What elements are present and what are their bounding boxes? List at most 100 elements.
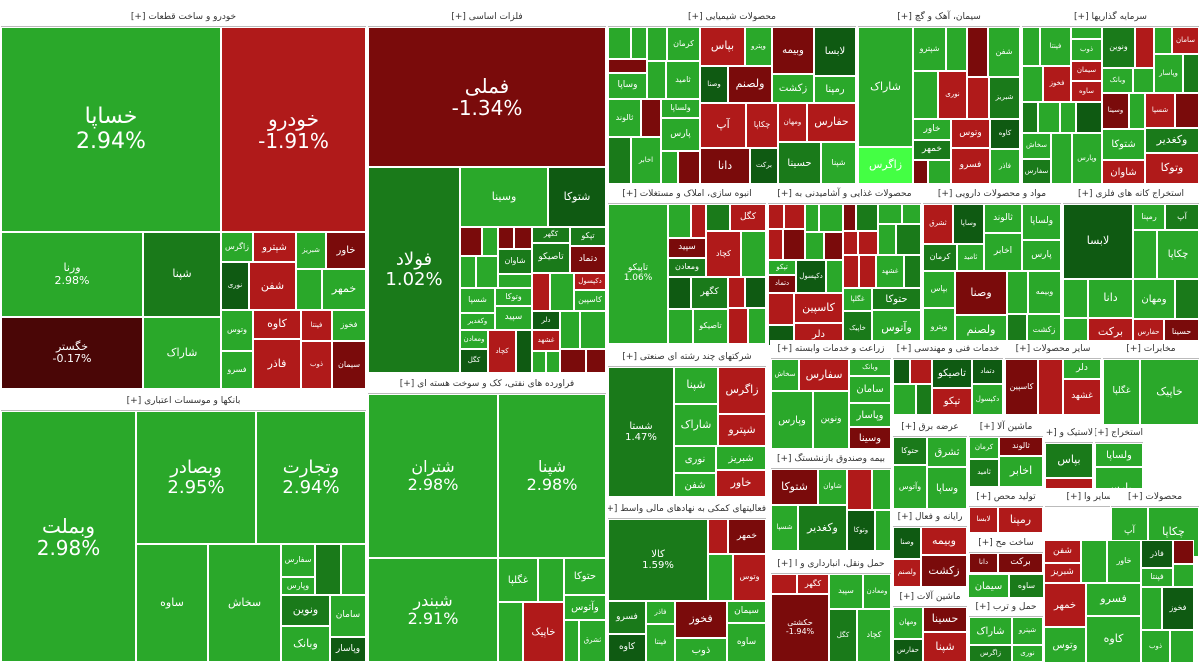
stock-tile-small[interactable]: شپنا [674, 367, 718, 404]
stock-tile-small[interactable]: ساوه [136, 544, 208, 662]
stock-tile-small[interactable] [847, 469, 872, 510]
stock-tile-small[interactable]: فخوز [1043, 66, 1071, 102]
stock-tile-small[interactable] [1133, 230, 1157, 279]
stock-tile-small[interactable]: کاسپین [1005, 359, 1038, 415]
stock-tile-small[interactable]: اخابر [984, 233, 1022, 271]
stock-tile-small[interactable]: شپترو [913, 27, 946, 71]
stock-tile-small[interactable] [341, 544, 366, 595]
stock-tile-small[interactable]: اخابر [631, 137, 661, 184]
sector-title[interactable]: حمل و ترب [+] [969, 599, 1043, 617]
stock-tile-small[interactable] [1038, 359, 1063, 415]
stock-tile-small[interactable]: ذوب [301, 341, 332, 389]
stock-tile-small[interactable]: بپاس [700, 27, 745, 66]
stock-tile[interactable]: شپنا 2.98% [498, 394, 606, 558]
stock-tile-small[interactable]: شتوکا [1102, 129, 1145, 160]
stock-tile-small[interactable]: تپکو [768, 260, 796, 275]
stock-tile-small[interactable]: حسینا [778, 142, 821, 184]
sector-title[interactable]: محصولات شیمیایی [+] [608, 9, 856, 27]
stock-tile-small[interactable]: رمپنا [998, 507, 1043, 533]
stock-tile-small[interactable]: بپاس [1045, 443, 1093, 478]
stock-tile-small[interactable]: شتوکا [771, 469, 818, 505]
sector-food[interactable]: محصولات غذایی و آشامیدنی به [+] تپکو دتماد… [767, 185, 922, 347]
sector-tech[interactable]: خدمات فنی و مهندسی [+] تاصیکو تپکو دتماد دکپ… [892, 340, 1004, 416]
stock-tile-small[interactable] [1022, 27, 1040, 66]
stock-tile-small[interactable]: ومعادن [460, 330, 488, 349]
stock-tile[interactable]: وبملت 2.98% [1, 411, 136, 662]
stock-tile-small[interactable]: سیمان [332, 341, 366, 389]
sector-financial[interactable]: فعالیتهای کمکی به نهادهای مالی واسط [+] ک… [607, 500, 767, 663]
stock-tile-small[interactable]: ثامید [969, 459, 999, 487]
stock-tile-small[interactable] [1076, 102, 1102, 133]
stock-tile-small[interactable] [678, 151, 700, 184]
stock-tile-small[interactable] [768, 229, 783, 260]
sector-metals[interactable]: فلزات اساسی [+] فملی -1.34% فولاد 1.02% وسینا… [367, 8, 607, 374]
stock-tile[interactable]: تاپیکو 1.06% [608, 204, 668, 344]
stock-tile-small[interactable]: سیمان [968, 574, 1009, 598]
stock-tile-small[interactable]: فپنتا [301, 310, 332, 341]
stock-tile-small[interactable]: فسرو [608, 601, 646, 634]
stock-tile-small[interactable]: وصنا [955, 271, 1007, 315]
stock-tile-small[interactable]: وپاسار [330, 637, 366, 662]
stock-tile-small[interactable]: ومهان [1133, 279, 1175, 319]
stock-tile-small[interactable]: ومهان [893, 607, 923, 639]
stock-tile-small[interactable]: وتوس [1044, 627, 1086, 663]
stock-tile-small[interactable]: دلر [1063, 359, 1101, 379]
stock-tile[interactable]: شستا 1.47% [608, 367, 674, 497]
sector-banks[interactable]: بانکها و موسسات اعتباری [+] وبملت 2.98% وبص… [0, 392, 367, 663]
stock-tile-small[interactable] [872, 469, 891, 510]
stock-tile-small[interactable] [768, 204, 784, 229]
stock-tile-small[interactable]: زکشت [772, 74, 814, 103]
sector-oil[interactable]: فراورده های نفتی، کک و سوخت هسته ای [+] ش… [367, 375, 607, 663]
stock-tile-small[interactable] [784, 204, 805, 229]
sector-title[interactable]: محصولات [+] [1111, 489, 1199, 507]
stock-tile-small[interactable]: شپترو [718, 414, 766, 446]
sector-title[interactable]: ماشین آلا [+] [969, 419, 1043, 437]
stock-tile-small[interactable]: وتوس [951, 119, 990, 148]
stock-tile-small[interactable]: ومعادن [668, 258, 706, 277]
stock-tile-small[interactable]: دانا [700, 148, 750, 184]
stock-tile-small[interactable] [1071, 27, 1102, 39]
stock-tile-small[interactable]: ولساپا [1022, 204, 1061, 240]
stock-tile-small[interactable]: فاذر [646, 601, 675, 624]
sector-title[interactable]: ساخت مح [+] [969, 535, 1043, 553]
stock-tile-small[interactable]: سیمان [727, 601, 766, 623]
stock-tile-small[interactable] [768, 293, 794, 325]
stock-tile-small[interactable] [1007, 271, 1028, 314]
stock-tile-small[interactable]: کاوه [990, 119, 1020, 149]
stock-tile-small[interactable]: حفارس [807, 103, 856, 142]
sector-title[interactable]: استخراج [+] [1095, 425, 1143, 443]
stock-tile-small[interactable]: سفارس [281, 544, 315, 577]
stock-tile-small[interactable]: وتوس [733, 554, 766, 601]
stock-tile-small[interactable]: کگهر [532, 227, 570, 243]
stock-tile-small[interactable]: دتماد [768, 275, 796, 293]
stock-tile-small[interactable] [967, 27, 988, 77]
stock-tile-small[interactable] [546, 351, 560, 373]
stock-tile-small[interactable] [608, 59, 647, 73]
stock-tile[interactable]: فولاد 1.02% [368, 167, 460, 373]
stock-tile-small[interactable]: تاصیکو [693, 309, 728, 344]
stock-tile-small[interactable]: کچاد [857, 609, 891, 662]
stock-tile-small[interactable] [691, 204, 706, 238]
stock-tile-small[interactable]: آپ [1165, 204, 1199, 230]
stock-tile-small[interactable]: خاپیک [1140, 359, 1199, 425]
sector-title[interactable]: مواد و محصولات دارویی [+] [923, 186, 1061, 204]
stock-tile-small[interactable]: فخوز [1162, 587, 1194, 630]
stock-tile-small[interactable] [856, 204, 878, 231]
stock-tile-small[interactable]: چکاپا [1157, 230, 1199, 279]
stock-tile-small[interactable]: سامان [1172, 27, 1199, 54]
stock-tile[interactable]: شتران 2.98% [368, 394, 498, 558]
stock-tile-small[interactable] [1173, 564, 1194, 587]
stock-tile-small[interactable]: کرمان [667, 27, 700, 61]
stock-tile-small[interactable]: وساپا [608, 73, 647, 99]
stock-tile-small[interactable] [1060, 102, 1076, 133]
stock-tile-small[interactable] [708, 519, 728, 554]
stock-tile-small[interactable]: شاراک [858, 27, 913, 147]
stock-tile-small[interactable]: غگلپا [498, 558, 538, 602]
sector-mokhaberat[interactable]: مخابرات [+] غگلپا خاپیک [1102, 340, 1200, 426]
stock-tile-small[interactable]: ثشرق [927, 437, 967, 467]
sector-auto[interactable]: خودرو و ساخت قطعات [+] خساپا 2.94% خودرو -1.… [0, 8, 367, 390]
stock-tile-small[interactable]: کرمان [923, 244, 957, 271]
stock-tile-small[interactable]: ونوین [1102, 27, 1135, 68]
stock-tile-small[interactable]: ولساپا [1095, 443, 1143, 467]
stock-tile-small[interactable] [706, 204, 730, 231]
